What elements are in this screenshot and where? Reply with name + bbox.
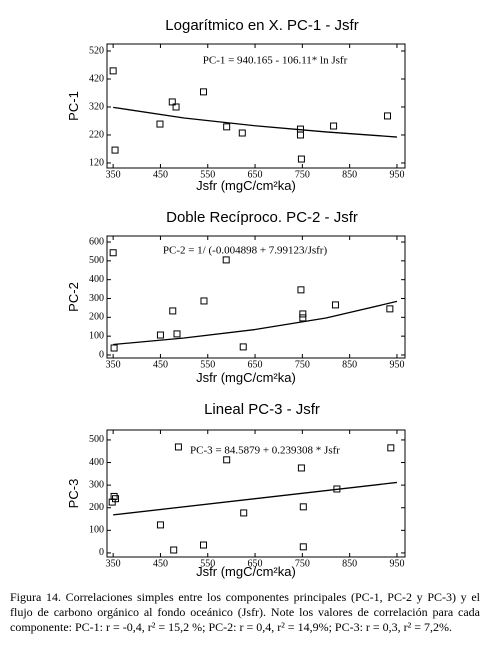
y-tick-label: 300 (89, 479, 104, 490)
point (111, 146, 119, 154)
y-tick-label: 500 (89, 434, 104, 445)
point (223, 456, 231, 464)
point (110, 492, 118, 500)
point (383, 112, 391, 120)
y-tick-label: 300 (89, 293, 104, 304)
y-tick-label: 120 (89, 157, 104, 168)
plot-frame (106, 429, 406, 558)
x-tick-label: 850 (342, 558, 357, 569)
chart-title: Logarítmico en X. PC-1 - Jsfr (165, 17, 358, 34)
point (156, 521, 164, 529)
plot-frame (106, 235, 406, 359)
point (156, 120, 164, 128)
point (222, 256, 230, 264)
point (299, 543, 307, 551)
point (109, 249, 117, 257)
x-tick-label: 750 (295, 169, 310, 180)
y-tick-label: 400 (89, 274, 104, 285)
x-axis-label: Jsfr (mgC/cm²ka) (196, 370, 296, 385)
point (172, 103, 180, 111)
equation: PC-2 = 1/ (-0.004898 + 7.99123/Jsfr) (163, 245, 328, 257)
x-tick-label: 450 (153, 169, 168, 180)
point (299, 503, 307, 511)
y-tick-label: 200 (89, 312, 104, 323)
y-tick-label: 400 (89, 457, 104, 468)
point (174, 443, 182, 451)
y-tick-label: 0 (99, 349, 104, 360)
y-tick-label: 600 (89, 236, 104, 247)
x-tick-label: 950 (389, 169, 404, 180)
x-tick-label: 350 (106, 359, 121, 370)
x-tick-label: 950 (389, 558, 404, 569)
x-tick-label: 850 (342, 359, 357, 370)
x-tick-label: 450 (153, 558, 168, 569)
y-axis-label: PC-3 (66, 479, 81, 509)
x-tick-label: 650 (248, 359, 263, 370)
point (387, 444, 395, 452)
chart-title: Lineal PC-3 - Jsfr (204, 401, 320, 418)
y-tick-label: 100 (89, 525, 104, 536)
x-tick-label: 750 (295, 558, 310, 569)
fit-line (113, 300, 398, 346)
y-axis-label: PC-1 (66, 91, 81, 121)
point (169, 307, 177, 315)
point (238, 129, 246, 137)
plot-frame (106, 43, 406, 169)
point (239, 343, 247, 351)
x-axis-label: Jsfr (mgC/cm²ka) (196, 178, 296, 193)
point (297, 286, 305, 294)
y-tick-label: 420 (89, 73, 104, 84)
y-tick-label: 100 (89, 330, 104, 341)
x-tick-label: 350 (106, 169, 121, 180)
x-tick-label: 550 (200, 558, 215, 569)
y-tick-label: 220 (89, 129, 104, 140)
x-axis-label: Jsfr (mgC/cm²ka) (196, 564, 296, 579)
point (223, 123, 231, 131)
point (299, 314, 307, 322)
point (109, 67, 117, 75)
x-tick-label: 650 (248, 558, 263, 569)
point (386, 305, 394, 313)
equation: PC-1 = 940.165 - 106.11* ln Jsfr (203, 55, 348, 67)
point (110, 344, 118, 352)
caption: Figura 14. Correlaciones simples entre l… (10, 590, 480, 634)
point (331, 301, 339, 309)
y-tick-label: 520 (89, 45, 104, 56)
x-tick-label: 550 (200, 169, 215, 180)
point (200, 297, 208, 305)
x-tick-label: 950 (389, 359, 404, 370)
point (173, 330, 181, 338)
point (170, 546, 178, 554)
x-tick-label: 350 (106, 558, 121, 569)
point (333, 485, 341, 493)
charts: Logarítmico en X. PC-1 - Jsfr Jsfr (mgC/c… (66, 17, 406, 579)
point (199, 88, 207, 96)
chart-title: Doble Recíproco. PC-2 - Jsfr (166, 209, 358, 226)
y-tick-label: 0 (99, 547, 104, 558)
point (330, 122, 338, 130)
fit-line (113, 481, 398, 516)
point (296, 131, 304, 139)
point (156, 331, 164, 339)
y-tick-label: 200 (89, 502, 104, 513)
point (199, 541, 207, 549)
point (240, 509, 248, 517)
x-tick-label: 550 (200, 359, 215, 370)
point (168, 98, 176, 106)
x-tick-label: 650 (248, 169, 263, 180)
y-axis-label: PC-2 (66, 282, 81, 312)
point (297, 155, 305, 163)
point (112, 495, 120, 503)
x-tick-label: 750 (295, 359, 310, 370)
x-tick-label: 450 (153, 359, 168, 370)
point (297, 464, 305, 472)
point (299, 310, 307, 318)
y-tick-label: 500 (89, 255, 104, 266)
x-tick-label: 850 (342, 169, 357, 180)
equation: PC-3 = 84.5879 + 0.239308 * Jsfr (190, 445, 340, 457)
fit-line (113, 106, 398, 138)
y-tick-label: 320 (89, 101, 104, 112)
